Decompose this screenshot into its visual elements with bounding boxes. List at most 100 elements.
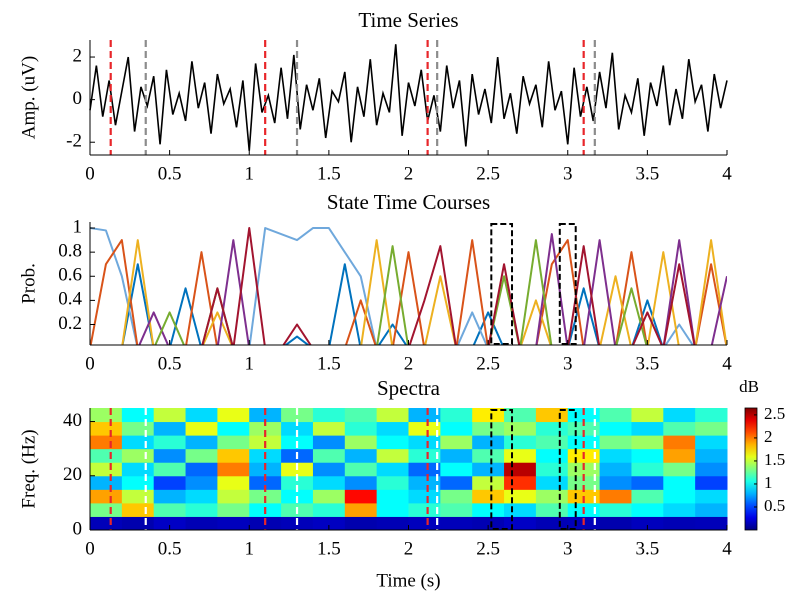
x-tick-label: 1.5	[317, 163, 341, 184]
heatmap-cell	[472, 421, 505, 436]
heatmap-cell	[376, 502, 409, 517]
heatmap-cell	[376, 475, 409, 490]
heatmap-cell	[695, 408, 728, 423]
heatmap-cell	[567, 408, 601, 423]
x-tick-label: 3	[563, 163, 573, 184]
y-tick-label: 0.2	[58, 313, 82, 334]
heatmap-cell	[440, 408, 473, 423]
heatmap-cell	[408, 475, 441, 490]
heatmap-cell	[599, 448, 632, 463]
x-tick-label: 1	[245, 538, 255, 559]
heatmap-cell	[408, 448, 441, 463]
heatmap-cell	[663, 408, 696, 423]
x-tick-label: 2	[404, 538, 414, 559]
panel-title: State Time Courses	[327, 190, 490, 214]
heatmap-cell	[408, 489, 441, 504]
heatmap-cell	[472, 502, 505, 517]
heatmap-cell	[599, 408, 632, 423]
heatmap-cell	[631, 421, 664, 436]
heatmap-cell	[153, 489, 187, 504]
x-tick-label: 3	[563, 538, 573, 559]
heatmap-cell	[90, 421, 123, 436]
panel-title: Spectra	[377, 376, 441, 400]
x-tick-label: 0	[85, 538, 95, 559]
heatmap-cell	[217, 516, 250, 531]
highlight-box	[558, 409, 577, 530]
state-line	[90, 239, 727, 345]
y-tick-label: 1	[73, 216, 83, 237]
heatmap-cell	[344, 448, 378, 463]
heatmap-cell	[121, 475, 155, 490]
heatmap-cell	[504, 475, 537, 490]
heatmap-cell	[504, 448, 537, 463]
heatmap-cell	[535, 489, 569, 504]
heatmap-cell	[121, 462, 155, 477]
heatmap-cell	[504, 421, 537, 436]
heatmap-cell	[121, 448, 155, 463]
colorbar-tick-label: 2.5	[764, 404, 785, 423]
heatmap-cell	[535, 475, 569, 490]
heatmap-cell	[217, 462, 250, 477]
heatmap-cell	[281, 408, 314, 423]
heatmap-cell	[440, 475, 473, 490]
heatmap-cell	[695, 489, 728, 504]
heatmap-cell	[90, 475, 123, 490]
heatmap-cell	[631, 516, 664, 531]
panel: Spectra Freq. (Hz) Time (s) dB 0.5 1 1.5 2 2.5 0 2…	[18, 376, 785, 592]
heatmap-cell	[121, 502, 155, 517]
heatmap-cell	[408, 408, 441, 423]
heatmap-cell	[695, 448, 728, 463]
heatmap-cell	[185, 435, 218, 450]
heatmap-cell	[185, 516, 218, 531]
heatmap-cell	[312, 475, 346, 490]
heatmap-cell	[217, 489, 250, 504]
y-tick-label: 0	[73, 88, 83, 109]
heatmap-cell	[631, 475, 664, 490]
heatmap-cell	[408, 435, 441, 450]
heatmap-cell	[90, 516, 123, 531]
heatmap-cell	[599, 516, 632, 531]
heatmap-cell	[153, 475, 187, 490]
heatmap-cell	[121, 516, 155, 531]
x-tick-label: 3	[563, 353, 573, 374]
heatmap-cell	[504, 516, 537, 531]
heatmap-cell	[344, 489, 378, 504]
highlight-box	[490, 409, 514, 530]
heatmap-cell	[376, 435, 409, 450]
heatmap-cell	[663, 475, 696, 490]
heatmap-cell	[90, 435, 123, 450]
heatmap-cell	[121, 435, 155, 450]
y-axis-label: Freq. (Hz)	[18, 429, 39, 508]
y-tick-label: 20	[63, 464, 82, 485]
x-tick-label: 1	[245, 353, 255, 374]
heatmap-cell	[185, 448, 218, 463]
x-tick-label: 0.5	[158, 538, 182, 559]
heatmap-cell	[472, 489, 505, 504]
heatmap-cell	[121, 489, 155, 504]
highlight-box	[490, 223, 514, 345]
x-tick-label: 4	[722, 353, 732, 374]
heatmap-cell	[217, 421, 250, 436]
heatmap-cell	[90, 408, 123, 423]
heatmap-cell	[440, 421, 473, 436]
heatmap-cell	[185, 502, 218, 517]
heatmap-cell	[631, 435, 664, 450]
heatmap-cell	[472, 448, 505, 463]
heatmap-cell	[153, 516, 187, 531]
signal-line	[89, 44, 728, 151]
x-axis-label: Time (s)	[376, 570, 440, 591]
x-tick-label: 2.5	[476, 163, 500, 184]
heatmap-cell	[344, 475, 378, 490]
heatmap-cell	[472, 435, 505, 450]
heatmap-cell	[440, 516, 473, 531]
heatmap-cell	[408, 502, 441, 517]
heatmap-cell	[408, 421, 441, 436]
heatmap-cell	[599, 435, 632, 450]
colorbar-tick-label: 1.5	[764, 450, 785, 469]
y-axis-label: Prob.	[18, 263, 39, 304]
heatmap-cell	[408, 516, 441, 531]
heatmap-cell	[376, 489, 409, 504]
heatmap-cell	[504, 462, 537, 477]
x-tick-label: 1	[245, 163, 255, 184]
